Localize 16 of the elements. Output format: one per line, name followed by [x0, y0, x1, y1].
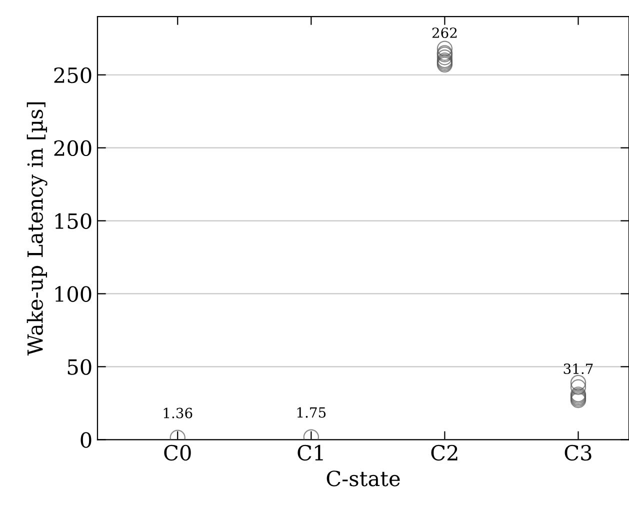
y-tick-label: 250 — [54, 67, 92, 84]
annotation: 1.36 — [164, 408, 192, 418]
y-tick-label: 100 — [55, 286, 92, 302]
annotation: 31.7 — [564, 364, 593, 374]
y-tick-label: 50 — [68, 359, 92, 375]
x-tick-label: C1 — [298, 444, 323, 461]
x-axis-title: C-state — [326, 470, 400, 486]
annotation: 262 — [432, 28, 457, 38]
y-axis-title: Wake-up Latency in [µs] — [26, 102, 48, 356]
x-tick-label: C0 — [164, 444, 191, 461]
annotation: 1.75 — [297, 407, 326, 418]
x-tick-label: C2 — [431, 444, 458, 461]
y-tick-label: 150 — [55, 213, 92, 229]
x-tick-label: C3 — [564, 444, 592, 461]
y-tick-label: 0 — [80, 432, 92, 448]
y-tick-label: 200 — [54, 140, 92, 156]
